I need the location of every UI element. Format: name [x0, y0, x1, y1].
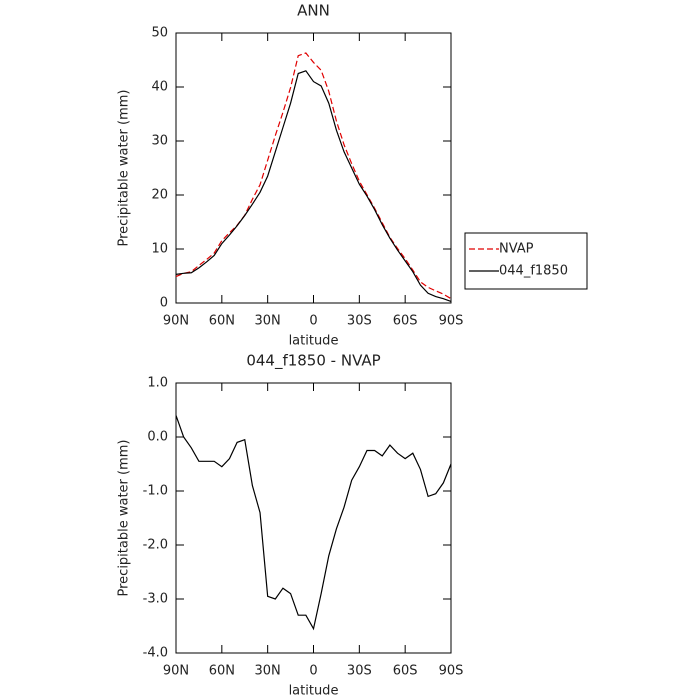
- data-line: [175, 415, 452, 631]
- x-tick-label: 30N: [255, 664, 281, 679]
- x-tick-label: 60S: [393, 314, 418, 329]
- plot-frame: [175, 382, 452, 654]
- y-tick-label: -2.0: [143, 538, 168, 553]
- x-axis-label: latitude: [289, 684, 339, 699]
- plot-frame: [175, 32, 452, 304]
- y-tick-label: 0: [160, 296, 168, 311]
- x-tick-label: 90N: [163, 314, 189, 329]
- data-line: [175, 70, 452, 302]
- legend-label: 044_f1850: [499, 264, 568, 279]
- y-tick-label: 30: [151, 134, 168, 149]
- x-tick-label: 30S: [347, 314, 372, 329]
- x-axis-label: latitude: [289, 334, 339, 349]
- x-tick-label: 60N: [209, 314, 235, 329]
- y-tick-label: -3.0: [143, 592, 168, 607]
- legend-label: NVAP: [499, 242, 534, 257]
- x-tick-label: 0: [309, 664, 317, 679]
- y-tick-label: 0.0: [147, 430, 168, 445]
- y-tick-label: 10: [151, 242, 168, 257]
- y-tick-label: 50: [151, 26, 168, 41]
- x-tick-label: 90S: [439, 664, 464, 679]
- y-tick-label: -1.0: [143, 484, 168, 499]
- x-tick-label: 60S: [393, 664, 418, 679]
- x-tick-label: 30S: [347, 664, 372, 679]
- y-axis-label: Precipitable water (mm): [117, 440, 132, 597]
- y-tick-label: 1.0: [147, 376, 168, 391]
- chart-title: 044_f1850 - NVAP: [246, 352, 380, 371]
- y-tick-label: 20: [151, 188, 168, 203]
- x-tick-label: 30N: [255, 314, 281, 329]
- data-line: [175, 52, 452, 300]
- x-tick-label: 0: [309, 314, 317, 329]
- y-tick-label: -4.0: [143, 646, 168, 661]
- x-tick-label: 60N: [209, 664, 235, 679]
- legend-box: [464, 232, 588, 290]
- x-tick-label: 90S: [439, 314, 464, 329]
- y-tick-label: 40: [151, 80, 168, 95]
- x-tick-label: 90N: [163, 664, 189, 679]
- chart-title: ANN: [297, 2, 330, 20]
- y-axis-label: Precipitable water (mm): [117, 90, 132, 247]
